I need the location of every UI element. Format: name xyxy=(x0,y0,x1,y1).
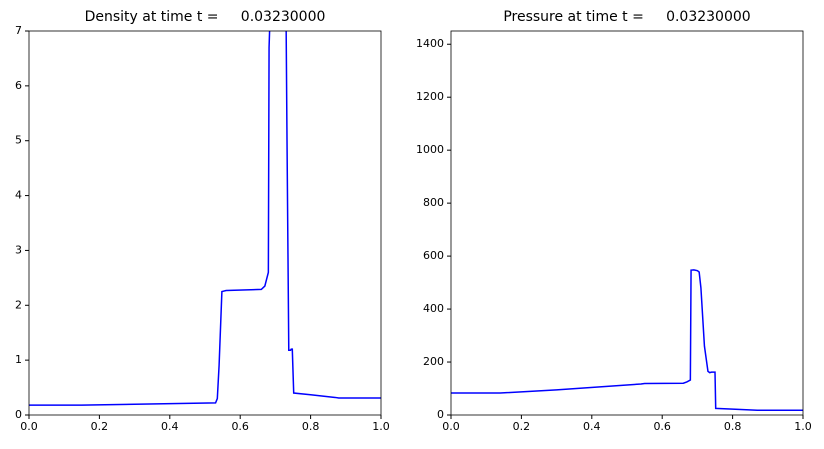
y-tick-label: 6 xyxy=(15,79,22,92)
x-tick-label: 0.4 xyxy=(583,420,601,433)
y-tick-label: 600 xyxy=(423,249,444,262)
y-tick-label: 3 xyxy=(15,243,22,256)
y-tick-label: 5 xyxy=(15,134,22,147)
axes-frame xyxy=(28,30,382,416)
y-tick-label: 0 xyxy=(15,408,22,421)
y-tick-label: 1 xyxy=(15,353,22,366)
y-tick-label: 2 xyxy=(15,298,22,311)
axes-frame xyxy=(450,30,804,416)
x-tick-label: 0.6 xyxy=(231,420,249,433)
y-tick-label: 800 xyxy=(423,196,444,209)
line xyxy=(29,31,381,406)
x-tick-label: 0.0 xyxy=(20,420,38,433)
x-tick-label: 0.6 xyxy=(653,420,671,433)
x-tick-label: 0.2 xyxy=(91,420,109,433)
y-tick-label: 1000 xyxy=(416,143,444,156)
x-tick-label: 0.4 xyxy=(161,420,179,433)
y-tick-label: 400 xyxy=(423,302,444,315)
x-tick-label: 0.2 xyxy=(513,420,531,433)
x-tick-label: 0.8 xyxy=(302,420,320,433)
y-tick-label: 1400 xyxy=(416,37,444,50)
x-tick-label: 0.0 xyxy=(442,420,460,433)
chart-title: Pressure at time t = 0.03230000 xyxy=(503,9,750,25)
y-tick-label: 1200 xyxy=(416,90,444,103)
chart-title: Density at time t = 0.03230000 xyxy=(85,9,326,25)
y-tick-label: 4 xyxy=(15,189,22,202)
x-tick-label: 1.0 xyxy=(372,420,390,433)
x-tick-label: 1.0 xyxy=(794,420,812,433)
y-tick-label: 7 xyxy=(15,24,22,37)
y-tick-label: 0 xyxy=(437,408,444,421)
x-tick-label: 0.8 xyxy=(724,420,742,433)
y-tick-label: 200 xyxy=(423,355,444,368)
line xyxy=(451,269,803,411)
